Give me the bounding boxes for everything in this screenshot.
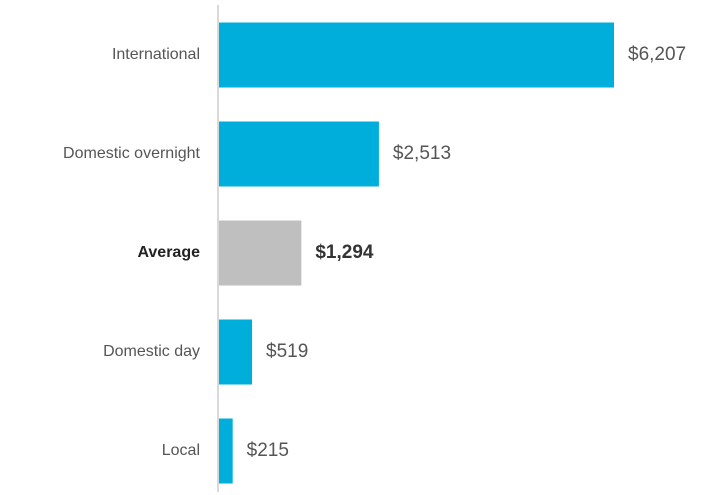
bar	[219, 22, 614, 88]
category-label: International	[112, 46, 200, 63]
category-label: Local	[162, 442, 200, 459]
bar	[219, 418, 233, 484]
value-label: $215	[247, 440, 289, 461]
value-label: $2,513	[393, 143, 451, 164]
bar	[219, 220, 302, 286]
category-label: Average	[137, 244, 200, 261]
value-label: $6,207	[628, 44, 686, 65]
bar	[219, 319, 253, 385]
bar	[219, 121, 379, 187]
category-label: Domestic overnight	[63, 145, 201, 162]
value-label: $519	[266, 341, 308, 362]
category-label: Domestic day	[103, 343, 200, 360]
value-label: $1,294	[315, 242, 374, 263]
